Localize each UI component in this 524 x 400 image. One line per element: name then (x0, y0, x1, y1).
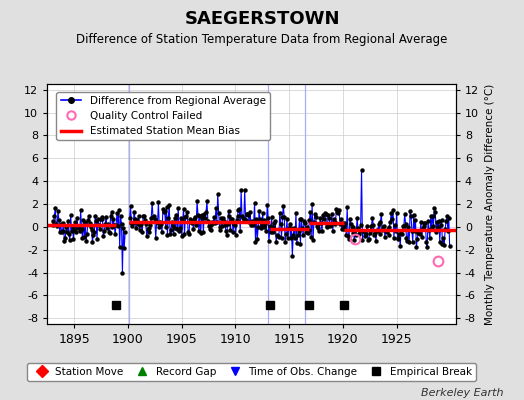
Text: SAEGERSTOWN: SAEGERSTOWN (184, 10, 340, 28)
Legend: Difference from Regional Average, Quality Control Failed, Estimated Station Mean: Difference from Regional Average, Qualit… (57, 92, 270, 140)
Y-axis label: Monthly Temperature Anomaly Difference (°C): Monthly Temperature Anomaly Difference (… (485, 83, 495, 325)
Legend: Station Move, Record Gap, Time of Obs. Change, Empirical Break: Station Move, Record Gap, Time of Obs. C… (27, 363, 476, 381)
Text: Berkeley Earth: Berkeley Earth (421, 388, 503, 398)
Text: Difference of Station Temperature Data from Regional Average: Difference of Station Temperature Data f… (77, 33, 447, 46)
